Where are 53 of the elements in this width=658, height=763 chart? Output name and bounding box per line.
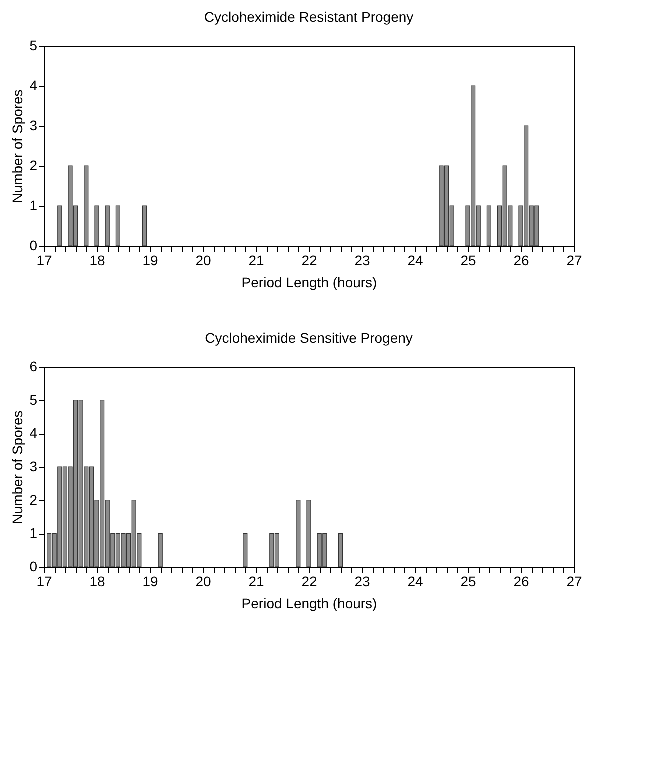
y-tick-label: 3	[30, 118, 38, 134]
x-axis-title: Period Length (hours)	[242, 596, 378, 612]
x-tick-label: 24	[408, 252, 424, 268]
x-tick-label: 22	[302, 574, 318, 590]
bar	[486, 206, 492, 246]
x-tick-label: 20	[196, 252, 212, 268]
y-tick-label: 4	[30, 425, 38, 442]
y-tick-label: 2	[30, 492, 38, 508]
y-tick-label: 3	[30, 458, 38, 474]
chart-title: Cycloheximide Sensitive Progeny	[205, 330, 413, 346]
chart-title: Cycloheximide Resistant Progeny	[204, 9, 414, 25]
bar	[94, 206, 100, 246]
x-tick-label: 20	[196, 574, 212, 590]
x-axis-title: Period Length (hours)	[242, 274, 378, 290]
x-tick-label: 21	[248, 574, 264, 590]
bar	[158, 533, 163, 568]
y-tick-label: 0	[30, 558, 38, 574]
bar	[116, 206, 120, 246]
x-tick-label: 18	[90, 252, 106, 268]
x-tick-label: 27	[566, 574, 582, 590]
x-tick-label: 19	[142, 574, 158, 590]
bar	[142, 206, 147, 246]
bar	[243, 533, 248, 568]
y-tick-label: 2	[30, 158, 38, 174]
y-tick-label: 1	[30, 198, 38, 214]
bar	[338, 533, 344, 568]
x-tick-label: 26	[514, 574, 530, 590]
x-tick-label: 18	[90, 574, 106, 590]
x-tick-label: 25	[460, 252, 476, 268]
bar	[296, 500, 301, 568]
y-tick-label: 4	[30, 78, 38, 94]
x-tick-label: 25	[460, 574, 476, 590]
y-tick-label: 5	[30, 38, 38, 54]
x-tick-label: 17	[36, 574, 52, 590]
x-tick-label: 21	[248, 252, 264, 268]
y-tick-label: 5	[30, 392, 38, 408]
bar	[58, 206, 62, 246]
x-tick-label: 24	[408, 574, 424, 590]
x-tick-label: 27	[566, 252, 582, 268]
x-tick-label: 19	[142, 252, 158, 268]
bar	[105, 206, 110, 246]
y-tick-label: 1	[30, 525, 38, 542]
bar	[306, 500, 312, 568]
y-axis-title: Number of Spores	[10, 410, 26, 524]
y-axis-title: Number of Spores	[10, 90, 26, 204]
x-tick-label: 17	[36, 252, 52, 268]
x-tick-label: 23	[354, 252, 370, 268]
y-tick-label: 0	[30, 238, 38, 254]
x-tick-label: 22	[302, 252, 318, 268]
x-tick-label: 23	[354, 574, 370, 590]
x-tick-label: 26	[514, 252, 530, 268]
bar	[84, 166, 89, 246]
y-tick-label: 6	[30, 358, 38, 374]
